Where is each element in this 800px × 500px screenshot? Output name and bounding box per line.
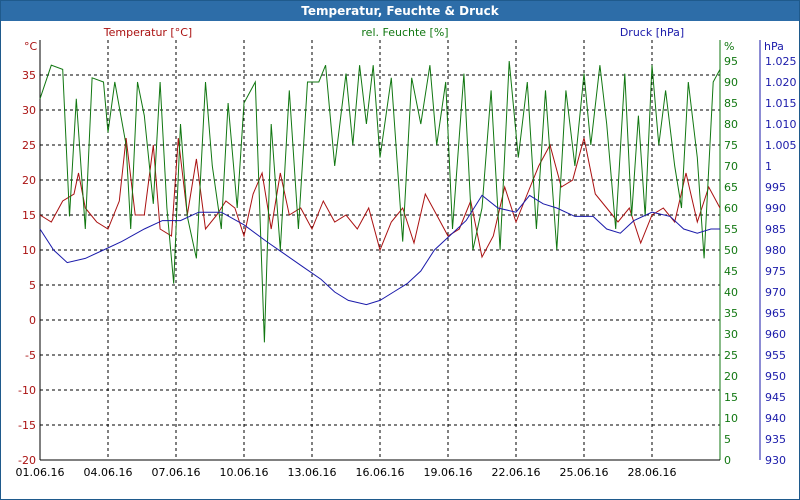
pressure-tick-label: 1.025 — [765, 55, 797, 68]
pressure-tick-label: 965 — [765, 307, 786, 320]
axis-labels: Temperatur [°C] rel. Feuchte [%] Druck [… — [24, 26, 784, 53]
pressure-tick-label: 930 — [765, 454, 786, 467]
tick-labels: 01.06.16 04.06.16 07.06.16 10.06.16 13.06.16… — [16, 55, 797, 479]
humidity-tick-label: 65 — [724, 181, 738, 194]
humidity-tick-label: 20 — [724, 370, 738, 383]
series-line-humidity — [39, 60, 721, 343]
humidity-tick-label: 70 — [724, 160, 738, 173]
humidity-tick-label: 35 — [724, 307, 738, 320]
pressure-tick-label: 955 — [765, 349, 786, 362]
pressure-tick-label: 1.005 — [765, 139, 797, 152]
data-series — [39, 60, 721, 343]
humidity-tick-label: 10 — [724, 412, 738, 425]
temperature-tick-label: 0 — [29, 314, 36, 327]
pressure-tick-label: 945 — [765, 391, 786, 404]
temperature-unit-label: °C — [24, 40, 38, 53]
pressure-tick-label: 1.010 — [765, 118, 797, 131]
humidity-axis-label: rel. Feuchte [%] — [361, 26, 448, 39]
pressure-tick-label: 1.015 — [765, 97, 797, 110]
humidity-tick-label: 40 — [724, 286, 738, 299]
pressure-axis-label: Druck [hPa] — [620, 26, 684, 39]
pressure-unit-label: hPa — [764, 40, 784, 53]
temperature-tick-label: 15 — [22, 209, 36, 222]
humidity-tick-label: 45 — [724, 265, 738, 278]
humidity-tick-label: 50 — [724, 244, 738, 257]
humidity-unit-label: % — [724, 40, 734, 53]
plot-axes — [39, 40, 761, 461]
x-tick-label: 16.06.16 — [356, 466, 405, 479]
humidity-tick-label: 15 — [724, 391, 738, 404]
pressure-tick-label: 960 — [765, 328, 786, 341]
x-tick-label: 28.06.16 — [628, 466, 677, 479]
pressure-tick-label: 975 — [765, 265, 786, 278]
pressure-tick-label: 995 — [765, 181, 786, 194]
temperature-tick-label: -10 — [18, 384, 36, 397]
pressure-tick-label: 985 — [765, 223, 786, 236]
x-tick-label: 01.06.16 — [16, 466, 65, 479]
series-line-pressure — [39, 194, 720, 306]
pressure-tick-label: 940 — [765, 412, 786, 425]
temperature-tick-label: 25 — [22, 139, 36, 152]
pressure-tick-label: 980 — [765, 244, 786, 257]
humidity-tick-label: 60 — [724, 202, 738, 215]
humidity-tick-label: 55 — [724, 223, 738, 236]
window-title-text: Temperatur, Feuchte & Druck — [301, 4, 499, 18]
x-tick-label: 10.06.16 — [220, 466, 269, 479]
grid-lines — [40, 40, 720, 460]
temperature-tick-label: -15 — [18, 419, 36, 432]
temperature-tick-label: 30 — [22, 104, 36, 117]
humidity-tick-label: 95 — [724, 55, 738, 68]
humidity-tick-label: 90 — [724, 76, 738, 89]
temperature-tick-label: 5 — [29, 279, 36, 292]
pressure-tick-label: 990 — [765, 202, 786, 215]
x-tick-label: 07.06.16 — [152, 466, 201, 479]
temperature-tick-label: 20 — [22, 174, 36, 187]
x-tick-label: 25.06.16 — [560, 466, 609, 479]
pressure-tick-label: 1 — [765, 160, 772, 173]
humidity-tick-label: 75 — [724, 139, 738, 152]
humidity-tick-label: 25 — [724, 349, 738, 362]
window-title: Temperatur, Feuchte & Druck — [1, 1, 799, 21]
humidity-tick-label: 0 — [724, 454, 731, 467]
x-tick-label: 04.06.16 — [84, 466, 133, 479]
temperature-tick-label: -5 — [25, 349, 36, 362]
humidity-tick-label: 5 — [724, 433, 731, 446]
pressure-tick-label: 935 — [765, 433, 786, 446]
series-line-temperature — [39, 137, 721, 259]
pressure-tick-label: 950 — [765, 370, 786, 383]
pressure-tick-label: 1.020 — [765, 76, 797, 89]
humidity-tick-label: 85 — [724, 97, 738, 110]
pressure-tick-label: 970 — [765, 286, 786, 299]
x-tick-label: 19.06.16 — [424, 466, 473, 479]
temperature-axis-label: Temperatur [°C] — [103, 26, 192, 39]
x-tick-label: 13.06.16 — [288, 466, 337, 479]
x-tick-label: 22.06.16 — [492, 466, 541, 479]
temperature-tick-label: 35 — [22, 69, 36, 82]
temperature-tick-label: -20 — [18, 454, 36, 467]
humidity-tick-label: 80 — [724, 118, 738, 131]
humidity-tick-label: 30 — [724, 328, 738, 341]
temperature-tick-label: 10 — [22, 244, 36, 257]
